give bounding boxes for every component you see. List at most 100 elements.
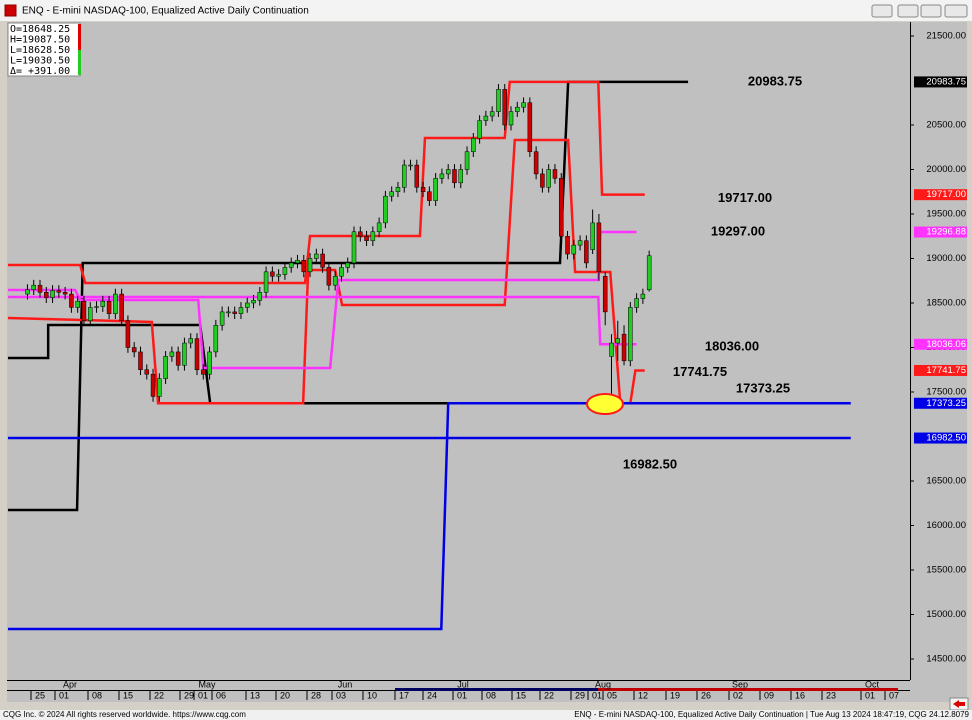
candle-body [558, 178, 564, 237]
day-label: 01 [592, 690, 602, 700]
day-label: 08 [92, 690, 102, 700]
candle-body [188, 338, 193, 344]
link-button[interactable] [871, 4, 893, 18]
candle-body [471, 138, 476, 152]
day-label: 10 [367, 690, 377, 700]
candle-body [527, 102, 533, 152]
price-marker [914, 432, 967, 444]
day-label: 29 [184, 690, 194, 700]
time-axis-band [395, 688, 598, 691]
candle-body [401, 164, 407, 188]
day-label: 24 [427, 690, 437, 700]
candle-body [489, 111, 495, 117]
candle-body [389, 191, 394, 197]
day-label: 26 [701, 690, 711, 700]
plot-area [7, 80, 851, 631]
level-label: 17741.75 [673, 364, 727, 379]
price-marker [914, 76, 967, 88]
day-label: 23 [826, 690, 836, 700]
candle-body [571, 244, 577, 255]
candle-body [621, 333, 627, 362]
price-marker-label: 19717.00 [926, 189, 966, 200]
day-label: 16 [795, 690, 805, 700]
candle-body [100, 300, 106, 307]
candle-body [320, 253, 325, 268]
close-button[interactable] [944, 4, 968, 18]
candle-body [263, 271, 269, 293]
candle-body [119, 293, 124, 322]
y-tick-label: 20500.00 [926, 119, 966, 130]
candle-body [288, 262, 294, 268]
candle-body [301, 260, 307, 273]
candle-body [81, 300, 87, 322]
candle-body [244, 302, 250, 308]
level-label: 17373.25 [736, 381, 790, 396]
candle-body [427, 191, 432, 201]
candle-body [201, 369, 206, 375]
day-label: 12 [638, 690, 648, 700]
candle-body [339, 267, 344, 277]
price-marker [914, 397, 967, 409]
candle-body [452, 169, 457, 184]
candle-body [364, 235, 369, 241]
candle-body [584, 240, 589, 264]
candle-body [219, 311, 225, 326]
level-label: 20983.75 [748, 73, 802, 88]
day-label: 28 [311, 690, 321, 700]
app-icon [4, 4, 17, 17]
candle-body [182, 342, 187, 366]
month-label: Oct [865, 679, 880, 689]
candle-body [376, 222, 382, 233]
scroll-arrow [953, 700, 965, 708]
price-marker [914, 226, 967, 238]
day-label: 03 [336, 690, 346, 700]
candle-body [458, 169, 464, 184]
day-label: 22 [544, 690, 554, 700]
candle-body [420, 187, 426, 192]
candle-body [383, 195, 388, 224]
day-label: 01 [59, 690, 69, 700]
maximize-button[interactable] [920, 4, 942, 18]
candle-body [609, 342, 614, 357]
status-bar [0, 710, 972, 720]
info-bar [78, 50, 81, 75]
day-label: 01 [457, 690, 467, 700]
candle-body [590, 222, 595, 250]
level-label: 16982.50 [623, 456, 677, 471]
candle-body [69, 293, 74, 308]
day-label: 20 [280, 690, 290, 700]
candle-body [326, 267, 332, 286]
day-label: 29 [575, 690, 585, 700]
candle-body [640, 293, 646, 299]
price-marker-label: 16982.50 [926, 433, 966, 444]
month-label: Aug [595, 679, 611, 689]
day-label: 15 [123, 690, 133, 700]
y-tick-label: 15500.00 [926, 565, 966, 576]
candle-body [207, 351, 212, 375]
candle-body [25, 289, 30, 295]
candle-body [646, 255, 652, 291]
highlight-ellipse [586, 393, 624, 415]
day-label: 22 [154, 690, 164, 700]
candle-body [31, 284, 36, 290]
candle-body [351, 231, 357, 264]
y-tick-label: 16500.00 [926, 476, 966, 487]
candle-body [138, 351, 143, 370]
minimize-button[interactable] [897, 4, 919, 18]
day-label: 25 [35, 690, 45, 700]
day-label: 01 [865, 690, 875, 700]
level-line [7, 402, 851, 631]
month-label: Jun [338, 679, 353, 689]
candle-body [276, 274, 281, 277]
info-line: L=19030.50 [10, 56, 70, 67]
candle-body [238, 307, 244, 314]
candle-body [150, 373, 156, 397]
y-tick-label: 19000.00 [926, 253, 966, 264]
candle-body [596, 222, 602, 273]
level-line [7, 80, 645, 285]
candle-body [552, 169, 558, 179]
candle-body [358, 231, 363, 237]
day-label: 15 [516, 690, 526, 700]
candle-body [634, 298, 639, 308]
